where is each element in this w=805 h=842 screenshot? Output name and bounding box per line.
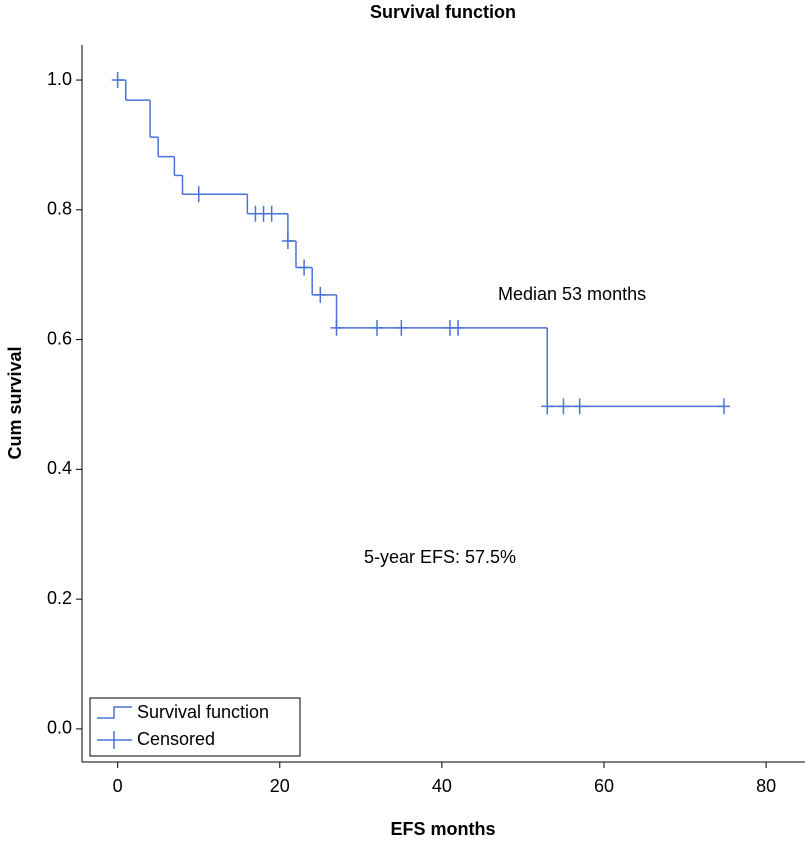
x-tick-label: 80 xyxy=(756,776,776,796)
censored-mark xyxy=(371,319,384,336)
x-tick-label: 0 xyxy=(113,776,123,796)
x-axis-label: EFS months xyxy=(390,819,495,839)
legend-label: Survival function xyxy=(137,702,269,722)
chart-title: Survival function xyxy=(370,2,516,22)
censored-mark xyxy=(395,319,408,336)
y-tick-label: 0.6 xyxy=(47,328,72,348)
legend-label: Censored xyxy=(137,729,215,749)
censored-mark xyxy=(452,319,465,336)
censored-mark xyxy=(573,398,586,415)
legend-icon xyxy=(97,731,132,749)
y-tick-label: 1.0 xyxy=(47,69,72,89)
censored-mark xyxy=(298,259,311,276)
x-tick-label: 40 xyxy=(432,776,452,796)
censored-mark xyxy=(330,319,343,336)
censored-mark xyxy=(541,398,554,415)
censored-mark xyxy=(314,286,327,303)
y-tick-label: 0.2 xyxy=(47,588,72,608)
censored-mark xyxy=(265,205,278,222)
censored-mark xyxy=(557,398,570,415)
censored-mark xyxy=(717,398,730,415)
y-tick-label: 0.0 xyxy=(47,718,72,738)
legend-icon xyxy=(97,706,132,719)
x-tick-label: 60 xyxy=(594,776,614,796)
y-tick-label: 0.4 xyxy=(47,458,72,478)
x-tick-label: 20 xyxy=(270,776,290,796)
y-axis-label: Cum survival xyxy=(5,346,25,459)
censored-mark xyxy=(281,232,294,249)
censored-mark xyxy=(192,186,205,203)
annotation: 5-year EFS: 57.5% xyxy=(364,547,516,567)
censored-mark xyxy=(111,72,124,89)
annotation: Median 53 months xyxy=(498,284,646,304)
y-tick-label: 0.8 xyxy=(47,199,72,219)
